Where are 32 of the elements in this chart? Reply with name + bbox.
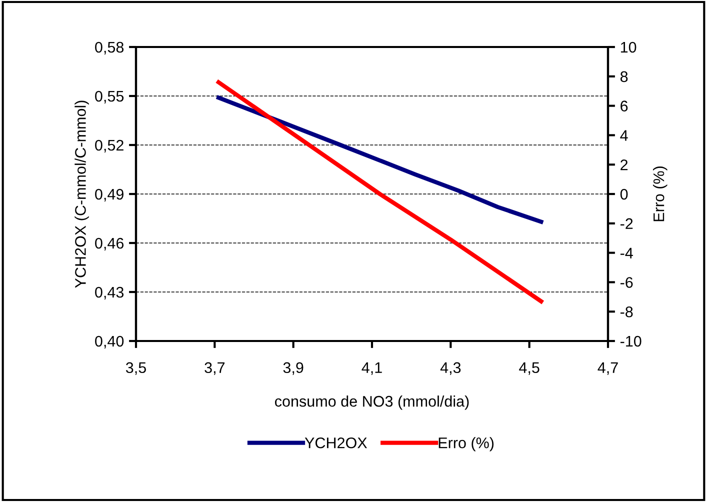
x-tick-label: 4,5 — [519, 362, 540, 375]
y2-tick-label: -10 — [620, 336, 642, 347]
y-tick-label: 0,58 — [95, 42, 124, 54]
y2-tick-label: -6 — [620, 277, 633, 288]
y2-tick-label: 6 — [620, 100, 628, 112]
y-tick-label: 0,40 — [95, 336, 124, 348]
y-tick-label: 0,49 — [95, 188, 124, 202]
line-series — [216, 96, 544, 224]
y2-tick-label: 0 — [620, 188, 628, 200]
line-series — [216, 80, 544, 304]
y2-axis-title: Erro (%) — [652, 166, 668, 222]
y2-tick-label: 4 — [620, 130, 628, 141]
y2-tick-label: -4 — [620, 248, 633, 258]
y2-tick-label: 10 — [620, 42, 636, 53]
y-axis-title: YCH2OX (C-mmol/C-mmol) — [74, 100, 89, 288]
y2-tick-label: -8 — [620, 306, 633, 318]
y-tick-label: 0,43 — [95, 286, 124, 300]
x-tick-label: 4,3 — [440, 362, 461, 375]
x-tick-label: 4,7 — [598, 362, 618, 375]
legend-label: YCH2OX — [304, 437, 368, 448]
y2-tick-label: -2 — [620, 218, 633, 229]
y-tick-label: 0,52 — [95, 140, 124, 152]
x-tick-label: 3,5 — [126, 362, 146, 375]
x-axis-title: consumo de NO3 (mmol/dia) — [275, 396, 469, 410]
x-tick-label: 4,1 — [362, 362, 382, 375]
y-tick-label: 0,46 — [95, 238, 124, 250]
y2-tick-label: 8 — [620, 71, 628, 82]
legend-label: Erro (%) — [438, 437, 494, 452]
y2-tick-label: 2 — [620, 159, 628, 170]
x-tick-label: 3,7 — [204, 362, 225, 375]
y-tick-label: 0,55 — [95, 90, 124, 104]
x-tick-label: 3,9 — [283, 362, 304, 375]
